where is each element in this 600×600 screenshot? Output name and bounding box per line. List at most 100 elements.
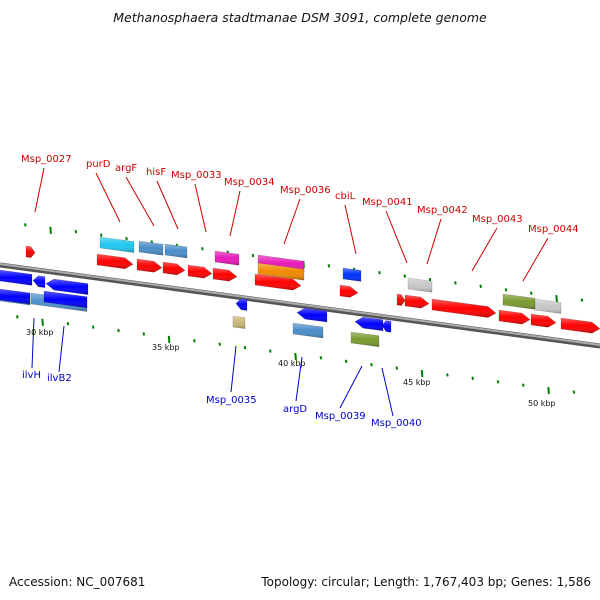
scale-tick: [91, 325, 95, 329]
gene-box-argd-shade: [293, 323, 323, 339]
gene-label-cbil[interactable]: cbiL: [335, 191, 356, 202]
label-leader-reverse-2: [230, 345, 237, 393]
gene-label-msp-0027[interactable]: Msp_0027: [21, 154, 72, 165]
gene-box-hisf: [164, 243, 188, 259]
scale-tick: [269, 349, 272, 353]
gene-box-purd: [99, 236, 135, 253]
scale-tick: [117, 328, 120, 333]
gene-label-msp-0041[interactable]: Msp_0041: [362, 197, 413, 208]
scale-tick: [572, 390, 576, 394]
gene-arrow-msp-0040-shade: [382, 320, 391, 333]
gene-arrow-msp-0027: [25, 245, 36, 258]
gene-label-msp-0033[interactable]: Msp_0033: [171, 170, 222, 181]
gene-arrow-ilvb2-2-shade: [44, 291, 87, 308]
scale-tick: [218, 342, 221, 346]
scale-tick: [378, 270, 381, 275]
gene-arrow-msp-0044b: [560, 317, 600, 334]
scale-tick: [243, 345, 247, 350]
gene-box-msp-0041: [407, 277, 433, 293]
gene-arrow-ilvh-2-shade: [0, 289, 30, 305]
gene-arrow-argd-shade: [297, 308, 327, 323]
gene-label-msp-0034[interactable]: Msp_0034: [224, 177, 275, 188]
gene-label-ilvb2[interactable]: ilvB2: [47, 373, 72, 384]
gene-label-msp-0040[interactable]: Msp_0040: [371, 418, 422, 429]
reverse-gene-labels: ilvH ilvB2 Msp_0035 argD Msp_0039 Msp_00…: [22, 370, 422, 429]
scale-tick: [555, 295, 558, 303]
gene-arrow-msp-0043: [498, 309, 531, 325]
gene-label-argd[interactable]: argD: [283, 404, 307, 415]
scale-tick: [403, 274, 407, 278]
gene-arrow-argf-shade: [137, 259, 162, 273]
gene-label-argf[interactable]: argF: [115, 163, 137, 174]
gene-arrow-ilvb2-shade: [46, 279, 88, 295]
gene-arrow-cbil-shade: [340, 285, 358, 298]
label-leader-forward-0: [34, 167, 45, 213]
label-leader-forward-9: [426, 218, 442, 265]
gene-label-ilvh[interactable]: ilvH: [22, 370, 41, 381]
label-leader-reverse-4: [339, 365, 363, 409]
gene-box-msp-0043a: [502, 293, 536, 310]
gene-label-msp-0044[interactable]: Msp_0044: [528, 224, 579, 235]
gene-arrow-ilvb2: [45, 278, 89, 296]
gene-box-msp-0039-shade: [351, 332, 379, 347]
gene-arrow-msp-0041-shade: [405, 295, 429, 309]
gene-box-msp-0035: [232, 315, 246, 329]
gene-arrow-msp-0027-shade: [26, 246, 35, 258]
scale-tick: [74, 230, 78, 234]
gene-arrow-msp-0043-shade: [499, 310, 530, 325]
label-leader-forward-7: [344, 204, 357, 255]
gene-arrow-msp-0041: [404, 294, 430, 309]
gene-label-msp-0043[interactable]: Msp_0043: [472, 214, 523, 225]
scale-tick: [193, 339, 196, 343]
gene-arrow-small-shade: [397, 294, 405, 306]
gene-arrow-msp-0034: [212, 267, 238, 282]
scale-tick: [16, 315, 19, 319]
label-leader-forward-8: [385, 210, 408, 264]
scale-ticks: [16, 223, 584, 395]
gene-label-msp-0036[interactable]: Msp_0036: [280, 185, 331, 196]
scale-tick: [370, 362, 373, 367]
scale-tick: [504, 288, 508, 292]
gene-box-msp-0034-shade: [215, 251, 239, 266]
gene-arrow-cbil: [339, 284, 359, 298]
gene-box-msp-0039: [350, 331, 380, 348]
scale-label-35kbp: 35 kbp: [152, 343, 180, 352]
gene-box-argf-shade: [139, 241, 163, 256]
gene-box-cbil: [342, 267, 362, 282]
gene-label-msp-0039[interactable]: Msp_0039: [315, 411, 366, 422]
gene-box-msp-0034: [214, 250, 240, 266]
scale-label-50kbp: 50 kbp: [528, 399, 556, 408]
gene-arrow-msp-0044b-shade: [561, 318, 600, 334]
gene-arrow-msp-0044a-shade: [531, 314, 556, 328]
scale-tick: [522, 383, 525, 387]
gene-label-purd[interactable]: purD: [86, 159, 111, 170]
scale-label-40kbp: 40 kbp: [278, 359, 306, 368]
gene-label-msp-0042[interactable]: Msp_0042: [417, 205, 468, 216]
gene-arrow-hisf-shade: [163, 262, 185, 275]
gene-box-argd: [292, 322, 324, 339]
gene-box-cbil-shade: [343, 268, 361, 282]
gene-arrow-msp-0035: [235, 298, 248, 311]
label-leader-forward-5: [229, 190, 241, 237]
genome-backbone: [0, 262, 600, 349]
gene-arrow-msp-0039-shade: [355, 317, 383, 331]
gene-label-msp-0035[interactable]: Msp_0035: [206, 395, 257, 406]
scale-tick: [479, 284, 482, 289]
gene-box-purd-shade: [100, 237, 134, 253]
scale-tick: [49, 226, 52, 234]
gene-label-hisf[interactable]: hisF: [146, 167, 166, 178]
gene-box-msp-0043a-shade: [503, 294, 535, 310]
gene-box-msp-0035-shade: [233, 316, 245, 329]
label-leader-reverse-1: [58, 325, 65, 373]
scale-tick: [446, 373, 449, 377]
label-leader-forward-1: [95, 172, 121, 223]
label-leader-forward-11: [522, 237, 549, 282]
scale-tick: [319, 356, 323, 360]
scale-tick: [142, 332, 146, 336]
scale-tick: [99, 233, 103, 237]
scale-tick: [454, 281, 457, 285]
label-leader-forward-4: [194, 183, 207, 233]
scale-tick: [420, 369, 424, 378]
scale-tick: [251, 253, 255, 258]
scale-tick: [471, 376, 474, 381]
